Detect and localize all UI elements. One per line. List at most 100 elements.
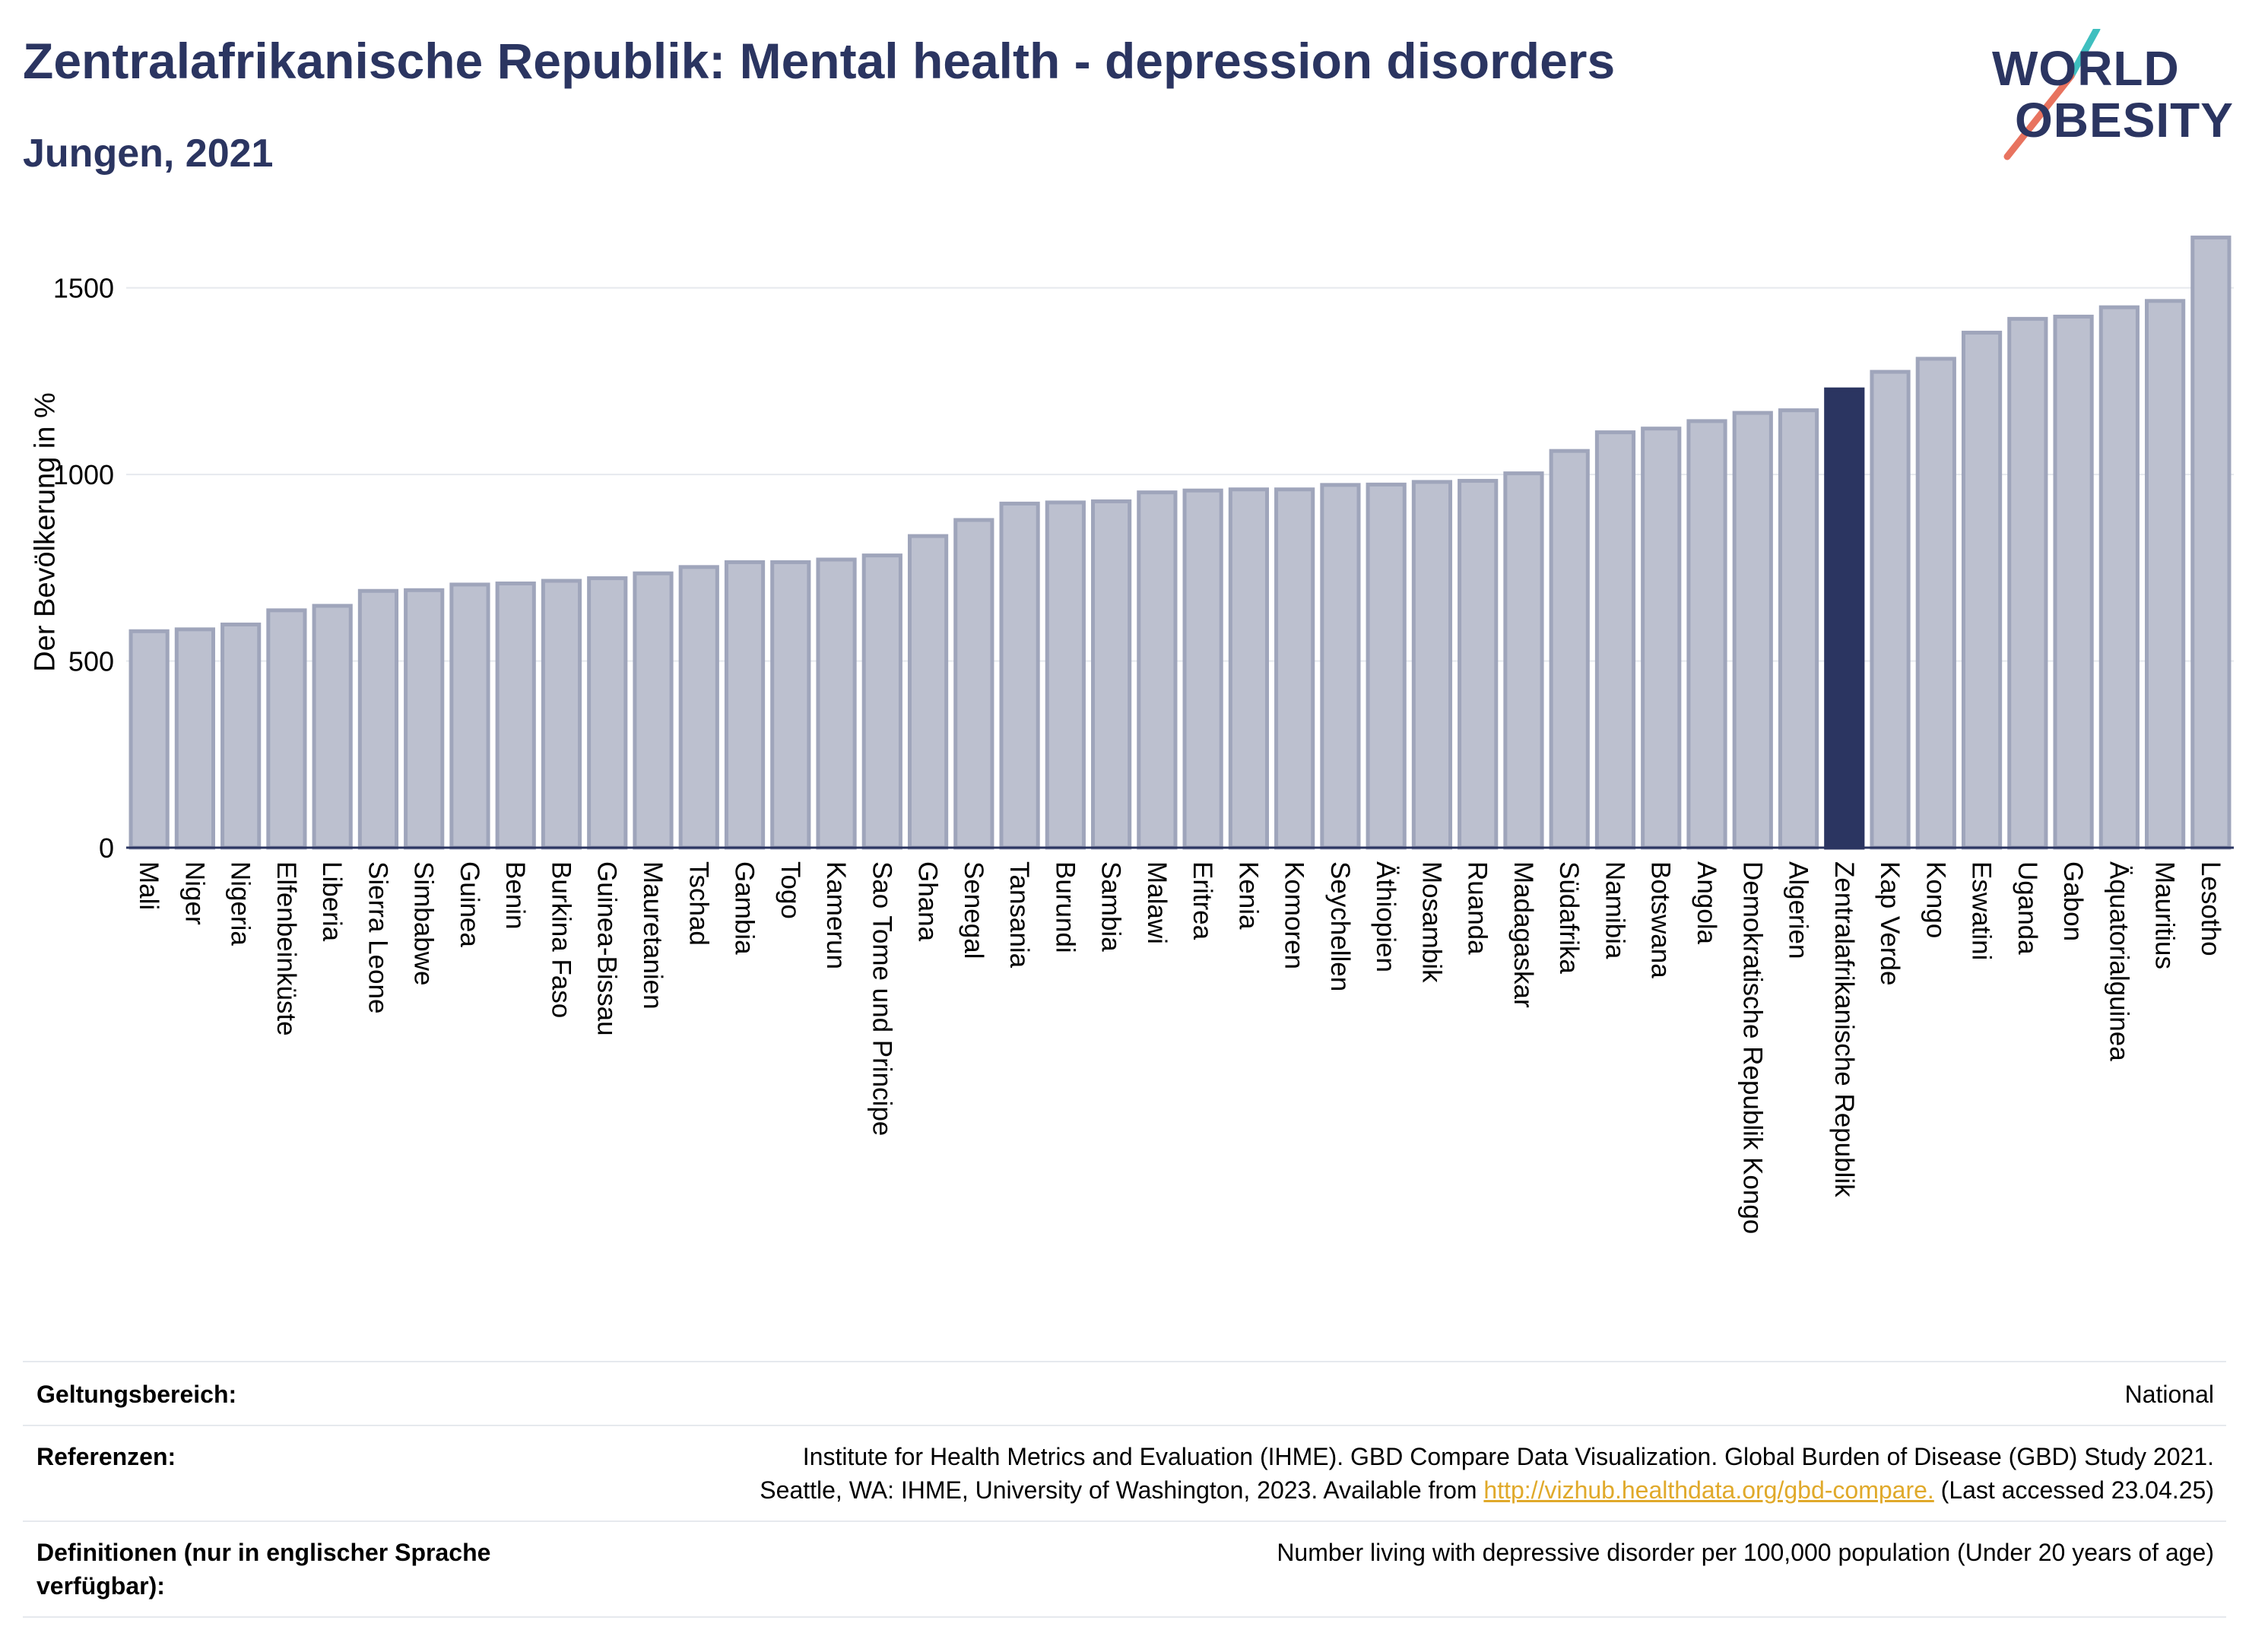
definitions-key-line-1: Definitionen (nur in englischer Sprache [36,1539,491,1566]
references-line-2-post: (Last accessed 23.04.25) [1933,1476,2214,1504]
x-tick-label: Eswatini [1967,861,1997,960]
bar [1320,483,1361,850]
footer-row-references: Referenzen: Institute for Health Metrics… [23,1425,2226,1520]
x-tick-label: Kongo [1921,861,1950,938]
page-title: Zentralafrikanische Republik: Mental hea… [23,33,1616,89]
bar [1732,411,1773,850]
x-tick-label: Sambia [1096,861,1126,952]
bar [953,518,994,850]
bar [357,588,399,850]
x-tick-label: Togo [776,861,805,919]
bar-highlighted [1824,387,1865,850]
references-link[interactable]: http://vizhub.healthdata.org/gbd-compare… [1483,1476,1934,1504]
x-tick-label: Eritrea [1188,861,1217,940]
footer-table: Geltungsbereich: National Referenzen: In… [23,1361,2226,1618]
y-tick-label: 0 [99,832,114,864]
x-tick-label: Ghana [913,861,943,942]
bar [128,629,170,850]
x-tick-label: Sierra Leone [363,861,392,1013]
bar [770,560,811,850]
world-obesity-logo: WORLD OBESITY [1992,29,2233,166]
logo-text-obesity: OBESITY [2015,93,2234,147]
x-tick-label: Kenia [1233,861,1263,930]
x-tick-label: Guinea-Bissau [592,861,622,1036]
y-tick-label: 1000 [53,459,114,490]
bar [2145,299,2186,850]
x-tick-label: Botswana [1646,861,1676,978]
x-tick-label: Tschad [684,861,713,946]
x-tick-label: Ruanda [1463,861,1492,955]
logo-text-world: WORLD [1992,41,2180,96]
x-tick-label: Elfenbeinküste [271,861,301,1036]
bar [1961,331,2003,850]
bars [128,235,2232,850]
footer-value-scope: National [2124,1381,2214,1408]
x-tick-label: Kamerun [821,861,851,969]
bar [587,576,628,850]
bar [2190,235,2232,850]
x-tick-label: Komoren [1280,861,1309,969]
bar [1778,408,1819,850]
footer-value-definitions: Number living with depressive disorder p… [1277,1539,2214,1566]
bar [1458,478,1499,850]
page-subtitle: Jungen, 2021 [23,132,274,176]
footer-key-references: Referenzen: [36,1443,176,1470]
x-tick-label: Benin [500,861,530,930]
x-tick-label: Burundi [1050,861,1080,953]
bar [1091,499,1132,850]
x-tick-label: Malawi [1142,861,1172,944]
bar [2007,316,2048,850]
bar-chart: 0 500 1000 1500 Mali Niger Nigeria Elfenbeinkü… [53,235,2234,1234]
logo-slash-icon [2003,29,2101,160]
bar [1274,487,1315,850]
bar [1137,490,1178,850]
footer-value-references: Institute for Health Metrics and Evaluat… [760,1440,2214,1507]
footer-key-definitions: Definitionen (nur in englischer Sprache … [36,1536,490,1603]
x-tick-label: Senegal [959,861,988,959]
x-tick-label: Angola [1692,861,1721,945]
footer-key-scope: Geltungsbereich: [36,1381,237,1408]
references-line-2-pre: Seattle, WA: IHME, University of Washing… [760,1476,1484,1504]
x-tick-label: Simbabwe [409,861,439,985]
x-tick-label: Mosambik [1416,861,1446,983]
bar [1641,426,1682,850]
bar [1870,369,1911,850]
bar [633,571,674,850]
bar [1045,500,1086,850]
x-tick-label: Seychellen [1325,861,1355,991]
bar [220,622,262,850]
x-tick-label: Äquatorialguinea [2104,861,2133,1061]
x-tick-label: Uganda [2013,861,2042,955]
bar [861,553,902,850]
x-tick-label: Guinea [455,861,484,947]
references-line-1: Institute for Health Metrics and Evaluat… [802,1443,2214,1470]
y-tick-label: 500 [68,646,114,677]
bar [816,557,857,850]
x-tick-label: Lesotho [2196,861,2225,956]
x-tick-label: Mauretanien [638,861,668,1010]
bar [495,581,536,850]
x-tick-label: Algerien [1784,861,1813,959]
bar [1228,487,1269,850]
bar [724,560,766,850]
x-tick-label: Südafrika [1554,861,1584,974]
bar [1594,430,1636,850]
definitions-key-line-2: verfügbar): [36,1572,165,1600]
bar [174,627,215,850]
footer-row-definitions: Definitionen (nur in englischer Sprache … [23,1520,2226,1618]
x-tick-label: Liberia [317,861,347,942]
x-tick-label: Niger [179,861,209,925]
x-tick-label: Mali [134,861,163,910]
x-tick-label: Madagaskar [1508,861,1538,1008]
y-tick-label: 1500 [53,273,114,304]
bar [1182,488,1223,850]
bar [907,534,949,850]
footer-row-scope: Geltungsbereich: National [23,1361,2226,1425]
x-tick-label: Tansania [1004,861,1034,969]
bar [266,608,307,850]
bar [2053,314,2094,850]
bar [312,604,353,850]
x-tick-label: Gambia [730,861,760,955]
bar [678,565,719,850]
references-line-2: Seattle, WA: IHME, University of Washing… [760,1473,2214,1507]
